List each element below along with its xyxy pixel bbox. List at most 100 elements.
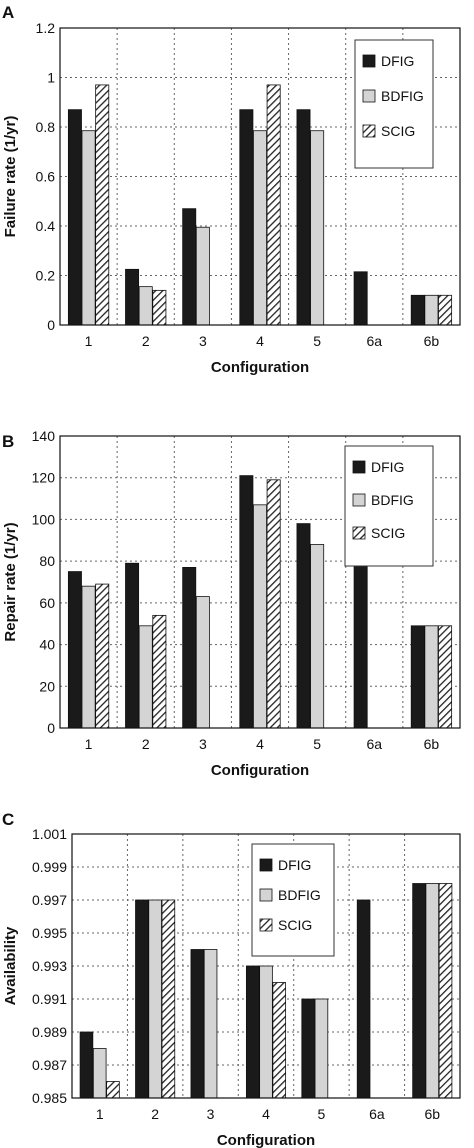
panel-c-x-tick-label: 3 <box>207 1106 215 1122</box>
panel-c-y-tick-label: 0.985 <box>32 1090 67 1106</box>
panel-c-bar-dfig-5 <box>301 998 315 1099</box>
panel-a-y-tick-label: 0.6 <box>36 169 56 185</box>
panel-b-legend-swatch-bdfig <box>352 493 366 507</box>
panel-c-bar-dfig-3 <box>190 949 205 1099</box>
panel-b-y-tick-label: 60 <box>39 595 55 611</box>
panel-b-x-tick-label: 1 <box>85 736 93 752</box>
panel-b-legend-label-scig: SCIG <box>371 525 405 541</box>
panel-c-y-tick-label: 0.995 <box>32 925 67 941</box>
panel-c-plot-frame <box>71 833 461 1099</box>
panel-b-bar-bdfig-1 <box>81 585 96 729</box>
panel-a-x-tick-label: 2 <box>142 333 150 349</box>
panel-b-y-tick-label: 80 <box>39 553 55 569</box>
panel-b-bar-dfig-6a <box>353 564 368 729</box>
panel-a-bar-bdfig-1 <box>81 130 96 326</box>
panel-a-x-tick-label: 3 <box>199 333 207 349</box>
panel-a-legend-label-bdfig: BDFIG <box>381 88 424 104</box>
panel-a-legend-swatch-scig <box>362 124 376 138</box>
panel-a-bar-dfig-2 <box>125 268 140 326</box>
panel-a-y-axis-title: Failure rate (1/yr) <box>2 116 19 238</box>
panel-a-x-axis-title: Configuration <box>211 359 309 376</box>
panel-a-legend-swatch-dfig <box>362 54 376 68</box>
panel-c-bar-bdfig-5 <box>314 998 329 1099</box>
panel-b-legend-swatch-scig <box>352 526 366 540</box>
panel-b-label: B <box>2 432 14 451</box>
panel-b-bar-bdfig-5 <box>310 544 325 729</box>
panel-b-x-tick-label: 3 <box>199 736 207 752</box>
panel-b-legend-swatch-dfig <box>352 460 366 474</box>
panel-a-bar-bdfig-3 <box>195 226 210 326</box>
panel-b-x-axis-title: Configuration <box>211 762 309 779</box>
panel-b-bar-dfig-1 <box>67 571 82 729</box>
panel-b-legend-label-dfig: DFIG <box>371 459 404 475</box>
panel-b-y-tick-label: 0 <box>47 720 55 736</box>
panel-a-bar-dfig-6b <box>410 294 425 326</box>
panel-a-bar-bdfig-5 <box>310 130 325 326</box>
panel-b-x-tick-label: 4 <box>256 736 264 752</box>
panel-c-y-axis-title: Availability <box>2 926 19 1005</box>
panel-c-label: C <box>2 810 14 829</box>
panel-c-y-tick-label: 1.001 <box>32 826 67 842</box>
panel-a-x-tick-label: 4 <box>256 333 264 349</box>
panel-c-legend-label-dfig: DFIG <box>278 857 311 873</box>
panel-a-bar-bdfig-6b <box>424 294 439 326</box>
panel-b-plot-frame <box>59 435 461 729</box>
panel-c-bar-scig-6b <box>438 883 453 1099</box>
panel-c-bar-dfig-1 <box>79 1031 94 1099</box>
panel-b-bar-bdfig-4 <box>253 504 267 729</box>
panel-b-y-tick-label: 40 <box>39 637 55 653</box>
panel-b-y-axis-title: Repair rate (1/yr) <box>2 522 19 641</box>
panel-c-x-tick-label: 5 <box>318 1106 326 1122</box>
panel-b-x-tick-label: 6a <box>366 736 382 752</box>
panel-a-plot-frame <box>59 27 461 326</box>
panel-b-y-tick-label: 20 <box>39 678 55 694</box>
panel-c-y-tick-label: 0.991 <box>32 991 67 1007</box>
panel-a-x-tick-label: 5 <box>313 333 321 349</box>
panel-c-bar-dfig-6b <box>412 883 426 1099</box>
panel-c-y-tick-label: 0.999 <box>32 859 67 875</box>
panel-a-bar-dfig-3 <box>182 208 197 326</box>
panel-c-legend-swatch-bdfig <box>259 888 273 902</box>
panel-c-legend-label-bdfig: BDFIG <box>278 887 321 903</box>
panel-c-bar-bdfig-2 <box>148 899 162 1099</box>
panel-a-bar-scig-2 <box>152 289 167 326</box>
panel-a-bar-dfig-1 <box>67 109 82 326</box>
panel-a-legend-swatch-bdfig <box>362 89 376 103</box>
panel-c-bar-bdfig-4 <box>259 965 273 1099</box>
panel-b-x-tick-label: 2 <box>142 736 150 752</box>
panel-c-x-axis-title: Configuration <box>217 1132 315 1148</box>
panel-b-y-tick-label: 120 <box>32 470 56 486</box>
panel-c-legend-label-scig: SCIG <box>278 917 312 933</box>
panel-a-y-tick-label: 0.4 <box>36 218 56 234</box>
panel-a-y-tick-label: 0.2 <box>36 268 56 284</box>
panel-b-y-tick-label: 100 <box>32 511 56 527</box>
panel-a-bar-dfig-4 <box>239 109 254 326</box>
panel-c-y-tick-label: 0.987 <box>32 1057 67 1073</box>
panel-b-bar-bdfig-3 <box>195 596 210 729</box>
panel-c-bar-dfig-2 <box>135 899 149 1099</box>
panel-b-bar-dfig-3 <box>182 567 197 729</box>
panel-a-label: A <box>2 3 14 22</box>
panel-c-bar-scig-1 <box>106 1081 120 1099</box>
panel-c-bar-dfig-6a <box>356 899 371 1099</box>
panel-a-bar-dfig-6a <box>353 271 368 326</box>
panel-c-bar-bdfig-3 <box>203 949 218 1099</box>
panel-b-bar-dfig-6b <box>410 625 425 729</box>
panel-c-x-tick-label: 1 <box>96 1106 104 1122</box>
panel-c-bar-scig-4 <box>272 982 287 1099</box>
panel-c-bar-bdfig-6b <box>425 883 440 1099</box>
panel-a-y-tick-label: 1.2 <box>36 20 56 36</box>
panel-c-x-tick-label: 2 <box>151 1106 159 1122</box>
panel-c-legend-swatch-dfig <box>259 858 273 872</box>
panel-a-x-tick-label: 6a <box>366 333 382 349</box>
panel-b-bar-dfig-2 <box>125 562 140 729</box>
panel-a-bar-bdfig-2 <box>138 286 153 326</box>
panel-a-legend-label-scig: SCIG <box>381 123 415 139</box>
panel-c-y-tick-label: 0.989 <box>32 1024 67 1040</box>
panel-c-bar-dfig-4 <box>245 965 260 1099</box>
panel-a-y-tick-label: 0 <box>47 317 55 333</box>
panel-b-bar-scig-6b <box>438 625 453 729</box>
panel-a-bar-scig-6b <box>438 294 453 326</box>
panel-b-bar-bdfig-6b <box>424 625 439 729</box>
